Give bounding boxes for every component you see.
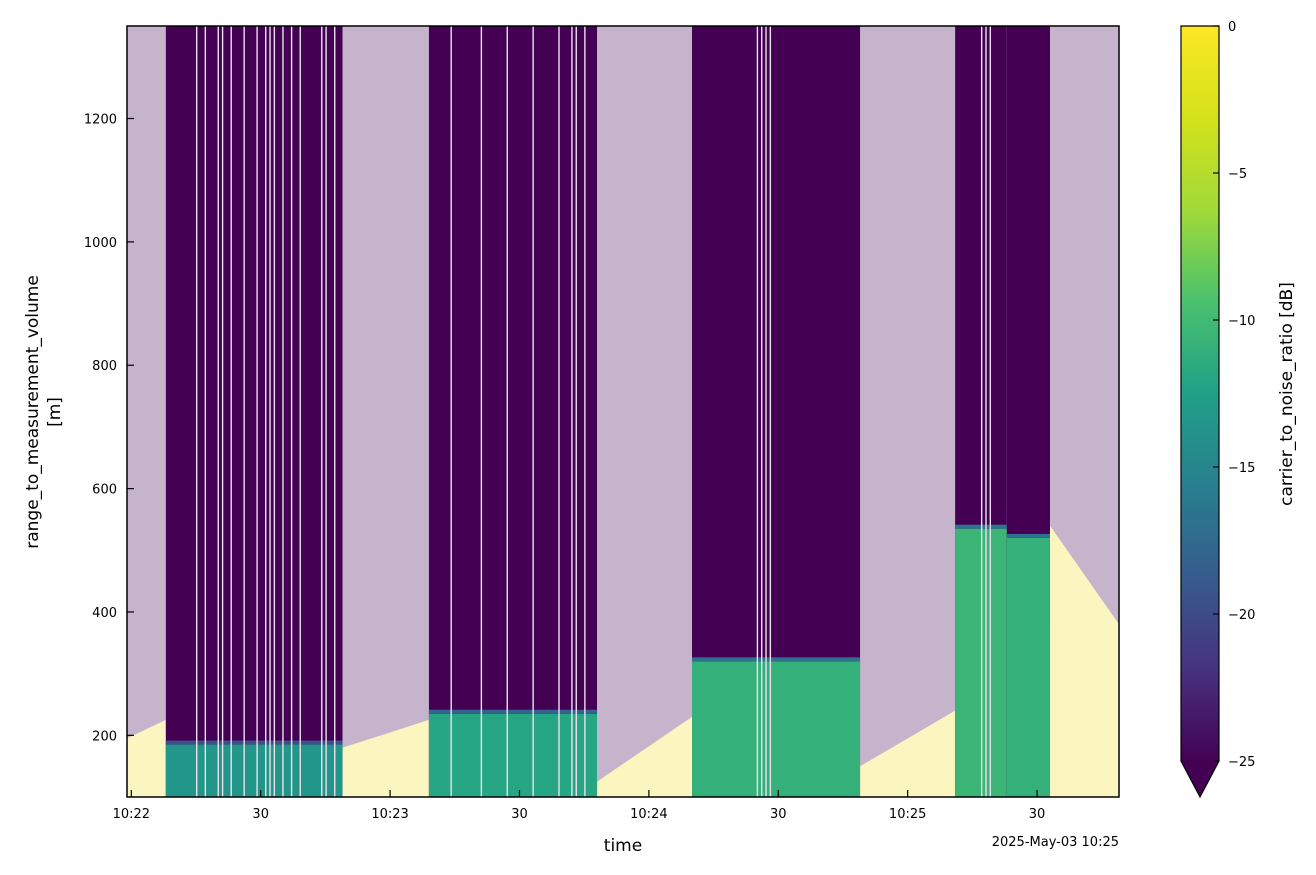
segment-0 (127, 26, 166, 797)
colorbar-label: carrier_to_noise_ratio [dB] (1277, 282, 1297, 506)
missing-profile-gap (325, 26, 327, 797)
colorbar-tick-label: −20 (1228, 608, 1255, 623)
missing-profile-gap (584, 26, 586, 797)
y-axis-title-main: range_to_measurement_volume (23, 275, 43, 549)
band-edge (1006, 533, 1050, 538)
colorbar-tick-label: −5 (1228, 167, 1247, 182)
missing-profile-gap (243, 26, 245, 797)
x-tick-label: 30 (1029, 807, 1046, 822)
x-tick-label: 30 (770, 807, 787, 822)
masked-low-range-band (1049, 525, 1119, 797)
low-cnr-region (428, 26, 598, 797)
colorbar: 0 −5 −10 −15 −20 −25 carrier_to_noise_ratio [… (1180, 20, 1297, 799)
missing-profile-gap (256, 26, 258, 797)
missing-profile-gap (980, 26, 983, 797)
x-tick-label: 10:22 (113, 807, 150, 822)
boundary-layer-band (692, 661, 861, 797)
y-axis: 200 400 600 800 1000 1200 (84, 113, 134, 744)
segment-6 (860, 26, 956, 797)
plot-frame (126, 25, 1120, 798)
masked-region (127, 26, 166, 797)
colorbar-tick-label: −25 (1228, 755, 1255, 770)
x-tick-label: 10:23 (371, 807, 408, 822)
missing-profile-gap (761, 26, 763, 797)
missing-profile-gap (299, 26, 301, 797)
missing-profile-gap (282, 26, 284, 797)
missing-profile-gap (221, 26, 224, 797)
segment-2 (342, 26, 429, 797)
y-tick-label: 200 (92, 729, 117, 744)
x-offset-label: 2025-May-03 10:25 (992, 835, 1119, 850)
band-edge (428, 709, 598, 714)
missing-profile-gap (321, 26, 323, 797)
missing-profile-gap (575, 26, 577, 797)
missing-profile-gap (196, 26, 198, 797)
masked-low-range-band (597, 716, 693, 797)
missing-profile-gap (265, 26, 267, 797)
masked-region (342, 26, 429, 797)
y-axis-title-unit: [m] (45, 397, 65, 427)
segment-1 (165, 26, 343, 797)
x-axis: 10:22 30 10:23 30 10:24 30 10:25 30 (113, 790, 1046, 822)
colorbar-gradient (1181, 26, 1219, 761)
boundary-layer-band (428, 713, 598, 797)
colorbar-tick-label: 0 (1228, 20, 1236, 35)
missing-profile-gap (217, 26, 219, 797)
masked-low-range-band (860, 710, 956, 797)
colorbar-tick-label: −15 (1228, 461, 1255, 476)
missing-profile-gap (532, 26, 534, 797)
segment-4 (597, 26, 693, 797)
missing-profile-gap (571, 26, 573, 797)
missing-profile-gap (450, 26, 452, 797)
y-tick-label: 1000 (84, 236, 117, 251)
y-tick-label: 600 (92, 483, 117, 498)
missing-profile-gap (769, 26, 772, 797)
x-tick-label: 30 (511, 807, 528, 822)
y-axis-title: range_to_measurement_volume [m] (23, 275, 65, 549)
missing-profile-gap (480, 26, 483, 797)
missing-profile-gap (506, 26, 508, 797)
missing-profile-gap (765, 26, 767, 797)
missing-profile-gap (558, 26, 560, 797)
x-axis-title: time (604, 836, 642, 856)
missing-profile-gap (989, 26, 992, 797)
colorbar-ticks: 0 −5 −10 −15 −20 −25 (1213, 20, 1255, 770)
missing-profile-gap (290, 26, 293, 797)
missing-profile-gap (985, 26, 987, 797)
segment-8 (1006, 26, 1050, 797)
segment-3 (428, 26, 598, 797)
y-tick-label: 1200 (84, 113, 117, 128)
colorbar-extend-min (1181, 761, 1219, 797)
missing-profile-gap (756, 26, 759, 797)
x-tick-label: 10:24 (630, 807, 667, 822)
masked-low-range-band (342, 719, 429, 797)
segment-5 (692, 26, 861, 797)
masked-low-range-band (127, 719, 166, 797)
colorbar-tick-label: −10 (1228, 314, 1255, 329)
x-tick-label: 30 (252, 807, 269, 822)
y-tick-label: 800 (92, 359, 117, 374)
band-edge (165, 740, 343, 745)
boundary-layer-band (1006, 537, 1050, 797)
y-tick-label: 400 (92, 606, 117, 621)
missing-profile-gap (334, 26, 336, 797)
missing-profile-gap (273, 26, 276, 797)
colorbar-outline (1180, 25, 1220, 799)
band-edge (692, 657, 861, 662)
segment-9 (1049, 26, 1119, 797)
heatmap-area (127, 26, 1119, 797)
missing-profile-gap (269, 26, 271, 797)
boundary-layer-band (165, 744, 343, 797)
missing-profile-gap (230, 26, 232, 797)
missing-profile-gap (204, 26, 207, 797)
segment-7 (955, 26, 1007, 797)
low-cnr-region (165, 26, 343, 797)
masked-region (860, 26, 956, 797)
x-tick-label: 10:25 (889, 807, 926, 822)
masked-region (597, 26, 693, 797)
